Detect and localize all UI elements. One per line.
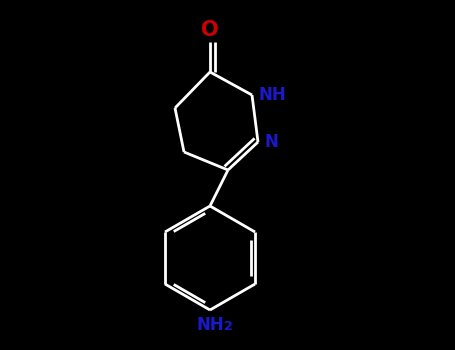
Text: 2: 2 — [224, 320, 233, 333]
Text: NH: NH — [196, 316, 224, 334]
Text: O: O — [201, 20, 219, 40]
Text: N: N — [264, 133, 278, 151]
Text: NH: NH — [258, 86, 286, 104]
